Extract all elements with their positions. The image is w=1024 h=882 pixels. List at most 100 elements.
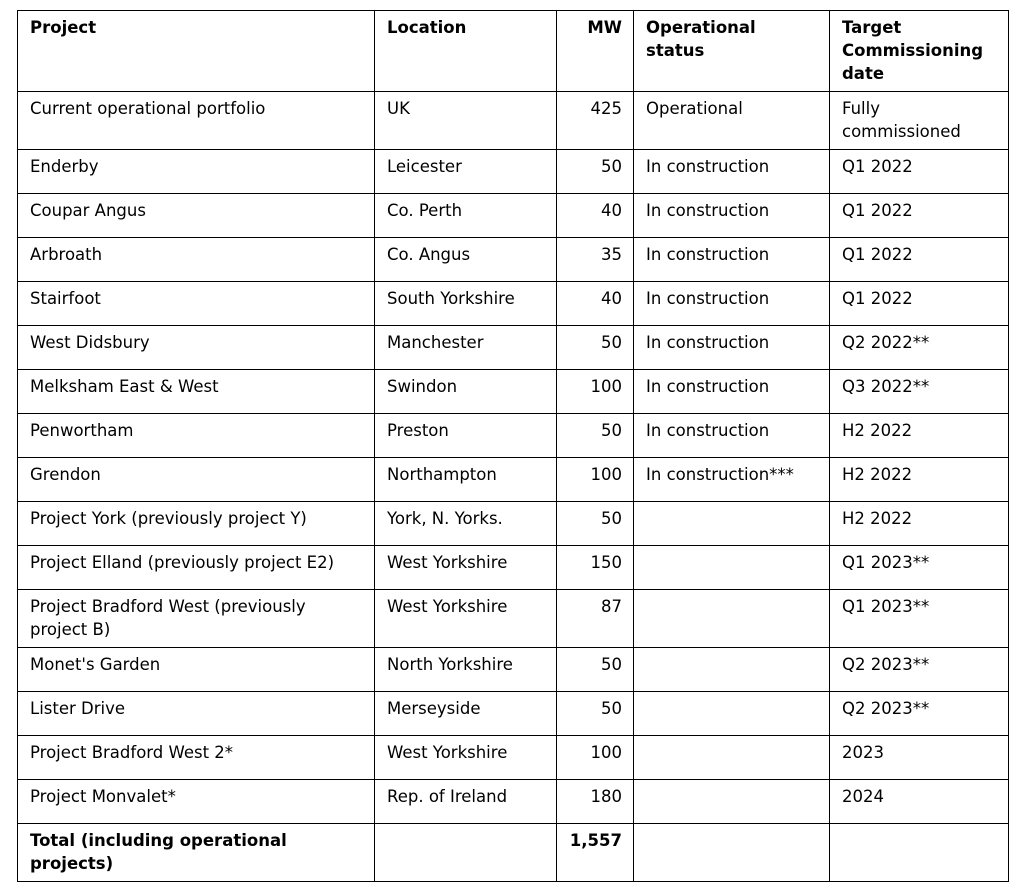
location-cell: Co. Angus — [374, 237, 557, 282]
status-cell — [633, 691, 830, 736]
status-cell: In construction — [633, 193, 830, 238]
mw-cell: 50 — [556, 647, 634, 692]
mw-cell: 425 — [556, 91, 634, 150]
total-status-cell — [633, 823, 830, 882]
location-cell: North Yorkshire — [374, 647, 557, 692]
table-row: Penwortham Preston 50 In construction H2… — [17, 413, 1009, 458]
target-date-cell: Q2 2023** — [829, 647, 1009, 692]
target-date-cell: Q1 2022 — [829, 281, 1009, 326]
project-cell: Project Bradford West (previously projec… — [17, 589, 375, 648]
project-cell: Melksham East & West — [17, 369, 375, 414]
location-cell: South Yorkshire — [374, 281, 557, 326]
target-date-cell: Q1 2022 — [829, 237, 1009, 282]
table-row: Melksham East & West Swindon 100 In cons… — [17, 369, 1009, 414]
mw-cell: 40 — [556, 193, 634, 238]
header-location: Location — [374, 10, 557, 92]
project-cell: Enderby — [17, 149, 375, 194]
total-label-cell: Total (including operational projects) — [17, 823, 375, 882]
project-cell: Lister Drive — [17, 691, 375, 736]
target-date-cell: 2023 — [829, 735, 1009, 780]
table-row: Stairfoot South Yorkshire 40 In construc… — [17, 281, 1009, 326]
status-cell: In construction — [633, 281, 830, 326]
status-cell: In construction — [633, 149, 830, 194]
target-date-cell: Q1 2022 — [829, 193, 1009, 238]
table-row: Coupar Angus Co. Perth 40 In constructio… — [17, 193, 1009, 238]
total-mw-cell: 1,557 — [556, 823, 634, 882]
table-row: Monet's Garden North Yorkshire 50 Q2 202… — [17, 647, 1009, 692]
table-row: Project York (previously project Y) York… — [17, 501, 1009, 546]
mw-cell: 50 — [556, 149, 634, 194]
location-cell: Leicester — [374, 149, 557, 194]
table-header-row: Project Location MW Operational status T… — [17, 10, 1009, 92]
target-date-cell: H2 2022 — [829, 457, 1009, 502]
mw-cell: 50 — [556, 691, 634, 736]
table-row: Arbroath Co. Angus 35 In construction Q1… — [17, 237, 1009, 282]
target-date-cell: Fully commissioned — [829, 91, 1009, 150]
target-date-cell: Q2 2022** — [829, 325, 1009, 370]
target-date-cell: Q1 2023** — [829, 545, 1009, 590]
header-project: Project — [17, 10, 375, 92]
projects-table: Project Location MW Operational status T… — [17, 10, 1009, 882]
target-date-cell: Q1 2022 — [829, 149, 1009, 194]
table-row: Project Bradford West (previously projec… — [17, 589, 1009, 648]
project-cell: Current operational portfolio — [17, 91, 375, 150]
location-cell: York, N. Yorks. — [374, 501, 557, 546]
status-cell: In construction — [633, 369, 830, 414]
target-date-cell: 2024 — [829, 779, 1009, 824]
project-cell: Project Bradford West 2* — [17, 735, 375, 780]
project-cell: Coupar Angus — [17, 193, 375, 238]
table-row: Project Bradford West 2* West Yorkshire … — [17, 735, 1009, 780]
status-cell: In construction*** — [633, 457, 830, 502]
table-row: West Didsbury Manchester 50 In construct… — [17, 325, 1009, 370]
project-cell: Stairfoot — [17, 281, 375, 326]
table-row: Project Monvalet* Rep. of Ireland 180 20… — [17, 779, 1009, 824]
location-cell: West Yorkshire — [374, 735, 557, 780]
total-location-cell — [374, 823, 557, 882]
location-cell: West Yorkshire — [374, 545, 557, 590]
location-cell: Manchester — [374, 325, 557, 370]
mw-cell: 87 — [556, 589, 634, 648]
status-cell: In construction — [633, 413, 830, 458]
table-row: Grendon Northampton 100 In construction*… — [17, 457, 1009, 502]
location-cell: Merseyside — [374, 691, 557, 736]
mw-cell: 40 — [556, 281, 634, 326]
mw-cell: 35 — [556, 237, 634, 282]
total-target-date-cell — [829, 823, 1009, 882]
project-cell: Project York (previously project Y) — [17, 501, 375, 546]
mw-cell: 180 — [556, 779, 634, 824]
target-date-cell: H2 2022 — [829, 413, 1009, 458]
header-operational-status: Operational status — [633, 10, 830, 92]
target-date-cell: Q1 2023** — [829, 589, 1009, 648]
table-row: Current operational portfolio UK 425 Ope… — [17, 91, 1009, 150]
target-date-cell: Q3 2022** — [829, 369, 1009, 414]
mw-cell: 100 — [556, 457, 634, 502]
mw-cell: 50 — [556, 325, 634, 370]
location-cell: Co. Perth — [374, 193, 557, 238]
mw-cell: 100 — [556, 735, 634, 780]
status-cell — [633, 589, 830, 648]
project-cell: Grendon — [17, 457, 375, 502]
header-mw: MW — [556, 10, 634, 92]
table-row: Lister Drive Merseyside 50 Q2 2023** — [17, 691, 1009, 736]
project-cell: Project Elland (previously project E2) — [17, 545, 375, 590]
location-cell: West Yorkshire — [374, 589, 557, 648]
mw-cell: 50 — [556, 413, 634, 458]
table-total-row: Total (including operational projects) 1… — [17, 823, 1009, 882]
project-cell: Arbroath — [17, 237, 375, 282]
mw-cell: 100 — [556, 369, 634, 414]
location-cell: UK — [374, 91, 557, 150]
project-cell: Monet's Garden — [17, 647, 375, 692]
location-cell: Swindon — [374, 369, 557, 414]
table-row: Enderby Leicester 50 In construction Q1 … — [17, 149, 1009, 194]
status-cell: In construction — [633, 325, 830, 370]
status-cell — [633, 501, 830, 546]
status-cell — [633, 545, 830, 590]
status-cell: In construction — [633, 237, 830, 282]
project-cell: Project Monvalet* — [17, 779, 375, 824]
project-cell: Penwortham — [17, 413, 375, 458]
status-cell — [633, 779, 830, 824]
location-cell: Preston — [374, 413, 557, 458]
status-cell — [633, 647, 830, 692]
location-cell: Northampton — [374, 457, 557, 502]
target-date-cell: Q2 2023** — [829, 691, 1009, 736]
